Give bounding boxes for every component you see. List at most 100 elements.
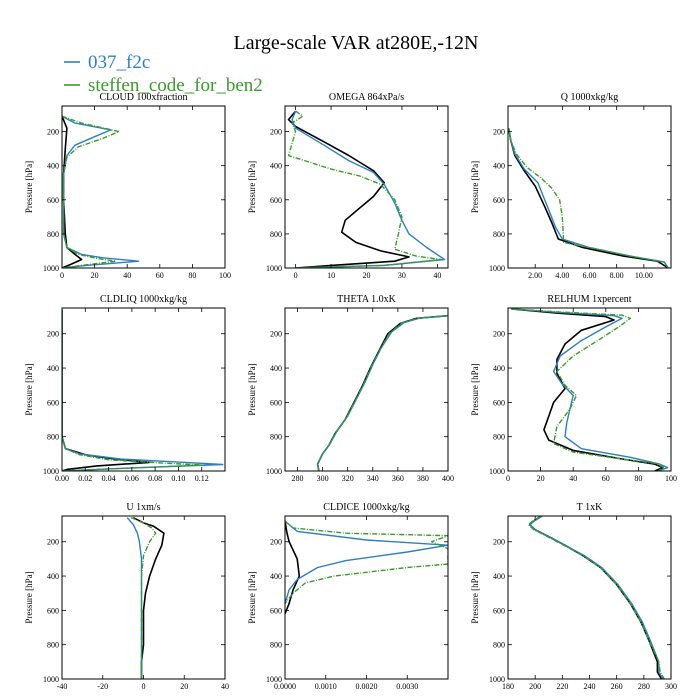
series-line-1 — [285, 520, 301, 615]
y-tick-label: 600 — [493, 196, 505, 205]
panel-title: T 1xK — [577, 502, 603, 513]
series-line-1 — [316, 314, 448, 471]
x-tick-label: 280 — [638, 682, 650, 691]
y-tick-label: 800 — [493, 230, 505, 239]
x-tick-label: 20 — [363, 271, 371, 280]
panel-title: Q 1000xkg/kg — [561, 92, 619, 103]
x-tick-label: 8.00 — [610, 271, 624, 280]
y-tick-label: 1000 — [489, 467, 505, 476]
panel-title: U 1xm/s — [126, 502, 160, 513]
y-axis-label: Pressure [hPa] — [470, 571, 480, 623]
series-line-1 — [511, 308, 664, 471]
x-tick-label: 100 — [219, 271, 231, 280]
y-tick-label: 400 — [270, 364, 282, 373]
series-line-1 — [62, 115, 83, 268]
y-tick-label: 800 — [47, 433, 59, 442]
x-tick-label: 0.10 — [171, 474, 185, 483]
x-tick-label: 240 — [584, 682, 596, 691]
series-line-2 — [508, 128, 669, 268]
y-tick-label: 200 — [47, 538, 59, 547]
x-tick-label: 60 — [156, 271, 164, 280]
panel-title: CLDICE 1000xkg/kg — [323, 502, 409, 513]
y-tick-label: 200 — [270, 330, 282, 339]
series-line-3 — [287, 110, 442, 268]
panel-1: CLOUD 100xfraction Pressure [hPa] 0 20 40 60 8… — [24, 92, 231, 280]
panel-frame — [284, 105, 449, 269]
y-axis-label: Pressure [hPa] — [470, 363, 480, 415]
y-tick-label: 200 — [493, 330, 505, 339]
y-tick-label: 1000 — [489, 264, 505, 273]
x-tick-label: 0 — [294, 271, 298, 280]
x-tick-label: 200 — [529, 682, 541, 691]
series-line-2 — [291, 110, 446, 268]
x-tick-label: 340 — [367, 474, 379, 483]
y-tick-label: 1000 — [266, 264, 282, 273]
x-tick-label: 20 — [91, 271, 99, 280]
panel-9: T 1xK Pressure [hPa] 180 200 220 240 260 280 300… — [470, 502, 677, 691]
series-line-3 — [316, 315, 448, 471]
y-tick-label: 600 — [47, 606, 59, 615]
legend-label-037-f2c: 037_f2c — [88, 52, 150, 73]
y-tick-label: 600 — [270, 606, 282, 615]
x-tick-label: 260 — [611, 682, 623, 691]
panel-title: OMEGA 864xPa/s — [329, 92, 404, 103]
x-tick-label: 80 — [634, 474, 642, 483]
x-tick-label: 40 — [123, 271, 131, 280]
x-tick-label: 40 — [569, 474, 577, 483]
series-line-2 — [529, 516, 664, 679]
y-tick-label: 200 — [47, 128, 59, 137]
y-tick-label: 200 — [270, 538, 282, 547]
panels: CLOUD 100xfraction Pressure [hPa] 0 20 40 60 8… — [24, 92, 677, 691]
y-tick-label: 400 — [47, 364, 59, 373]
series-line-1 — [132, 516, 165, 679]
y-tick-label: 800 — [493, 433, 505, 442]
series-line-1 — [528, 516, 663, 679]
x-tick-label: 30 — [398, 271, 406, 280]
y-tick-label: 200 — [493, 128, 505, 137]
panel-title: CLDLIQ 1000xkg/kg — [100, 294, 187, 305]
y-tick-label: 800 — [493, 641, 505, 650]
series-line-2 — [511, 308, 669, 471]
x-tick-label: 220 — [556, 682, 568, 691]
x-tick-label: 400 — [442, 474, 454, 483]
y-axis-label: Pressure [hPa] — [24, 363, 34, 415]
x-tick-label: 300 — [665, 682, 677, 691]
x-tick-label: 0.02 — [78, 474, 92, 483]
x-tick-label: 60 — [602, 474, 610, 483]
y-tick-label: 600 — [47, 398, 59, 407]
y-tick-label: 1000 — [43, 467, 59, 476]
y-tick-label: 400 — [493, 572, 505, 581]
panel-2: OMEGA 864xPa/s Pressure [hPa] 0 10 20 30 40 200… — [247, 92, 449, 280]
y-tick-label: 1000 — [266, 467, 282, 476]
x-tick-label: 40 — [433, 271, 441, 280]
y-tick-label: 600 — [270, 196, 282, 205]
y-tick-label: 200 — [270, 128, 282, 137]
series-line-2 — [285, 520, 448, 604]
x-tick-label: 20 — [180, 682, 188, 691]
panel-3: Q 1000xkg/kg Pressure [hPa] 2.00 4.00 6.00 8.… — [470, 92, 672, 280]
x-tick-label: 6.00 — [583, 271, 597, 280]
panel-8: CLDICE 1000xkg/kg Pressure [hPa] 0.0000 0.0… — [247, 502, 449, 691]
x-tick-label: 0.08 — [148, 474, 162, 483]
x-tick-label: 0 — [142, 682, 146, 691]
panel-frame — [284, 307, 449, 472]
y-axis-label: Pressure [hPa] — [247, 571, 257, 623]
panel-frame — [507, 515, 672, 680]
series-line-3 — [62, 309, 203, 471]
x-tick-label: 0.12 — [195, 474, 209, 483]
x-tick-label: 380 — [417, 474, 429, 483]
y-tick-label: 400 — [270, 572, 282, 581]
x-tick-label: 2.00 — [528, 271, 542, 280]
y-tick-label: 200 — [47, 330, 59, 339]
panel-frame — [507, 307, 672, 472]
panel-frame — [61, 515, 226, 680]
y-axis-label: Pressure [hPa] — [247, 161, 257, 213]
series-line-3 — [511, 308, 666, 471]
series-line-3 — [62, 115, 120, 268]
x-tick-label: 80 — [188, 271, 196, 280]
y-tick-label: 400 — [493, 364, 505, 373]
y-tick-label: 800 — [270, 641, 282, 650]
y-tick-label: 400 — [270, 162, 282, 171]
series-line-3 — [285, 520, 448, 604]
x-tick-label: 0.0030 — [396, 682, 418, 691]
